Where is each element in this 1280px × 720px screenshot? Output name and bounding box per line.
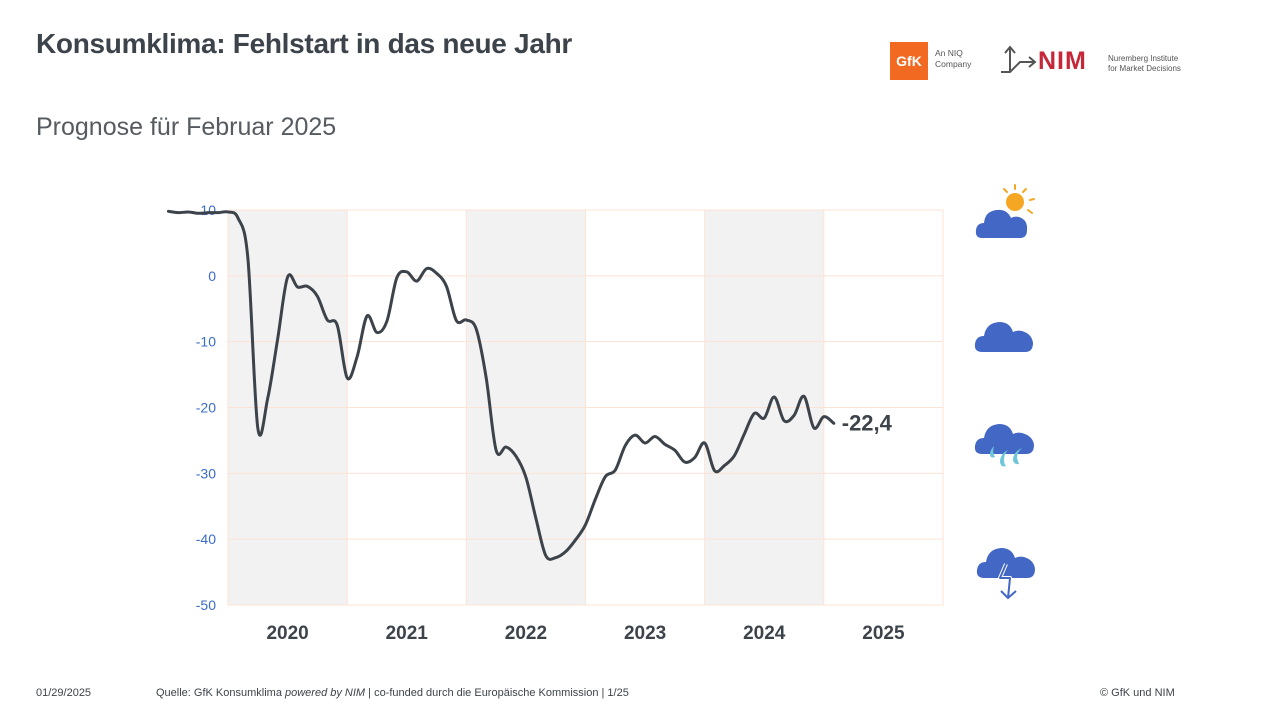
footer-date: 01/29/2025 [36, 687, 92, 699]
y-tick-label: -40 [196, 531, 216, 547]
gfk-tagline-line1: An NIQ [935, 48, 963, 58]
footer-source-prefix: Quelle: GfK Konsumklima [156, 687, 285, 699]
gfk-logo: GfK [890, 42, 928, 80]
footer-source-powered: powered by NIM [285, 687, 366, 699]
storm-cloud-icon [976, 548, 1035, 600]
y-tick-label: 10 [200, 202, 216, 218]
nim-tagline: Nuremberg Institute for Market Decisions [1108, 54, 1198, 74]
footer-source: Quelle: GfK Konsumklima powered by NIM |… [156, 687, 629, 699]
nim-tagline-line1: Nuremberg Institute [1108, 54, 1179, 63]
nim-logo: NIM Nuremberg Institute for Market Decis… [998, 42, 1198, 78]
y-tick-label: -50 [196, 597, 216, 613]
gfk-tagline-line2: Company [935, 59, 972, 69]
y-tick-label: -20 [196, 400, 216, 416]
page-subtitle: Prognose für Februar 2025 [36, 113, 337, 141]
y-tick-label: -30 [196, 465, 216, 481]
x-tick-label-2024: 2024 [743, 623, 786, 644]
footer-source-suffix: | co-funded durch die Europäische Kommis… [365, 687, 629, 699]
x-tick-label-2023: 2023 [624, 623, 666, 644]
footer-copyright: © GfK und NIM [1100, 687, 1175, 699]
x-tick-label-2021: 2021 [386, 623, 429, 644]
cloud-icon [974, 322, 1033, 352]
y-tick-label: 0 [208, 268, 216, 284]
nim-arrow-icon [1001, 45, 1037, 73]
rain-cloud-icon [974, 424, 1034, 467]
x-tick-label-2020: 2020 [266, 623, 308, 644]
gfk-logo-text: GfK [896, 53, 922, 69]
nim-logo-text: NIM [1038, 47, 1087, 75]
gfk-tagline: An NIQ Company [935, 48, 985, 70]
page-title: Konsumklima: Fehlstart in das neue Jahr [36, 28, 572, 59]
x-tick-label-2022: 2022 [505, 623, 547, 644]
x-tick-label-2025: 2025 [862, 623, 905, 644]
series-line [166, 209, 836, 561]
last-value-label: -22,4 [842, 410, 893, 435]
sun-cloud-icon [975, 184, 1035, 238]
nim-tagline-line2: for Market Decisions [1108, 64, 1181, 73]
y-tick-label: -10 [196, 334, 216, 350]
